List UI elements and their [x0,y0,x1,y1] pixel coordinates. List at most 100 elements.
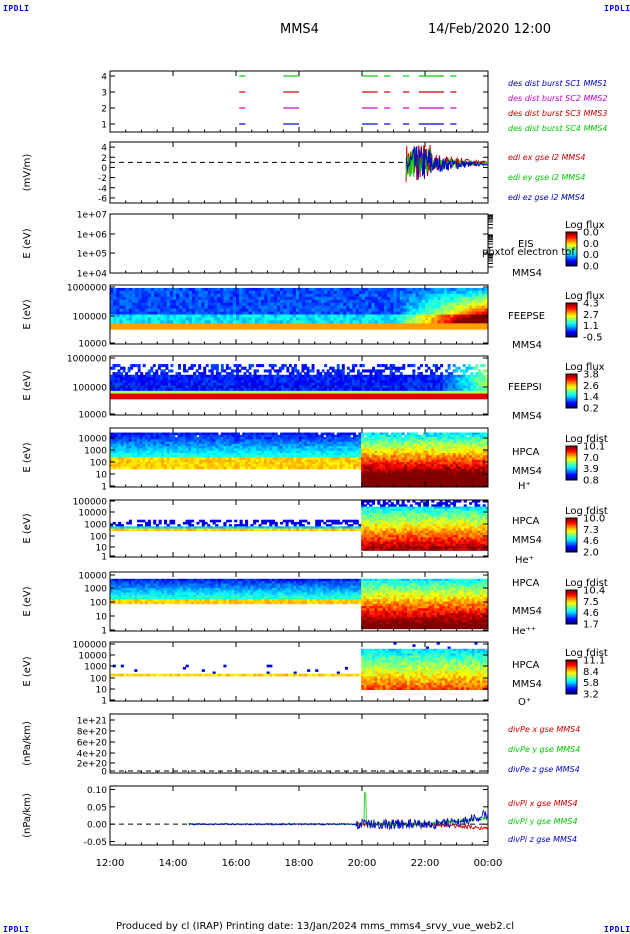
spectrogram-cell [110,466,114,470]
spectrogram-cell [226,311,231,315]
spectrogram-cell [321,388,325,392]
spectrogram-cell [290,441,294,445]
spectrogram-cell [195,296,199,301]
spectrogram-cell [270,308,275,312]
spectrogram-cell [154,314,158,318]
spectrogram-cell [435,393,438,397]
spectrogram-cell [450,385,454,389]
spectrogram-cell [412,374,416,378]
spectrogram-cell [131,448,135,452]
spectrogram-cell [288,466,292,470]
spectrogram-cell [274,455,278,458]
spectrogram-cell [422,393,426,397]
spectrogram-cell [465,287,470,292]
spectrogram-cell [110,323,114,327]
spectrogram-cell [163,320,168,324]
spectrogram-cell [116,290,120,295]
spectrogram-cell [326,372,330,376]
spectrogram-cell [115,439,119,443]
spectrogram-cell [135,305,139,309]
spectrogram-cell [137,455,141,458]
spectrogram-cell [161,462,165,465]
spectrogram-cell [355,296,360,301]
spectrogram-cell [455,388,459,392]
spectrogram-cell [236,364,239,368]
spectrogram-cell [281,388,285,392]
spectrogram-cell [207,305,212,309]
spectrogram-cell [281,364,285,368]
spectrogram-cell [270,311,275,315]
spectrogram-cell [470,388,474,392]
spectrogram-cell [364,382,368,386]
spectrogram-cell [191,448,195,452]
spectrogram-cell [128,443,132,447]
spectrogram-cell [229,299,234,304]
spectrogram-cell [203,385,207,389]
spectrogram-cell [198,364,202,368]
spectrogram-cell [212,441,216,445]
spectrogram-cell [245,326,249,330]
spectrogram-cell [126,457,130,461]
spectrogram-cell [317,439,321,443]
spectrogram-cell [201,457,205,461]
spectrogram-cell [462,393,466,397]
spectrogram-cell [377,385,381,389]
colorbar-swatch [566,398,577,400]
spectrogram-cell [182,439,186,443]
spectrogram-cell [346,293,350,298]
spectrogram-cell [152,390,156,394]
spectrogram-cell [421,314,426,318]
spectrogram-cell [239,314,243,318]
spectrogram-cell [288,437,292,440]
spectrogram-cell [198,323,202,327]
spectrogram-cell [288,432,292,436]
spectrogram-cell [311,366,315,370]
spectrogram-cell [117,374,121,378]
spectrogram-cell [397,377,401,381]
spectrogram-cell [142,377,146,381]
spectrogram-cell [282,448,286,452]
spectrogram-cell [460,396,464,400]
spectrogram-cell [480,396,484,400]
spectrogram-cell [384,287,388,292]
spectrogram-cell [120,441,124,445]
spectrogram-cell [196,439,200,443]
spectrogram-cell [349,393,353,397]
spectrogram-cell [409,393,413,397]
spectrogram-cell [220,305,224,309]
spectrogram-cell [442,382,446,386]
spectrogram-cell [384,317,388,321]
spectrogram-cell [286,308,290,312]
spectrogram-cell [307,434,311,438]
spectrogram-cell [415,287,420,292]
spectrogram-cell [137,374,141,378]
spectrogram-cell [215,388,219,392]
spectrogram-cell [309,446,313,449]
spectrogram-cell [218,446,222,449]
spectrogram-cell [154,290,158,295]
spectrogram-cell [315,457,319,461]
spectrogram-cell [220,382,224,386]
spectrogram-cell [217,290,221,295]
spectrogram-cell [228,441,232,445]
spectrogram-cell [112,466,116,470]
spectrogram-cell [281,396,285,400]
spectrogram-cell [472,290,476,295]
spectrogram-cell [115,466,119,470]
spectrogram-cell [137,380,141,384]
spectrogram-cell [435,366,438,370]
spectrogram-cell [315,437,319,440]
spectrogram-cell [432,390,436,394]
spectrogram-cell [147,441,151,445]
spectrogram-cell [412,390,416,394]
spectrogram-cell [198,396,202,400]
spectrogram-cell [384,364,388,368]
spectrogram-cell [173,320,177,324]
spectrogram-cell [440,287,445,292]
spectrogram-cell [125,382,129,386]
spectrogram-cell [198,314,202,318]
spectrogram-cell [317,455,321,458]
spectrogram-cell [268,364,272,368]
spectrogram-cell [131,464,135,467]
